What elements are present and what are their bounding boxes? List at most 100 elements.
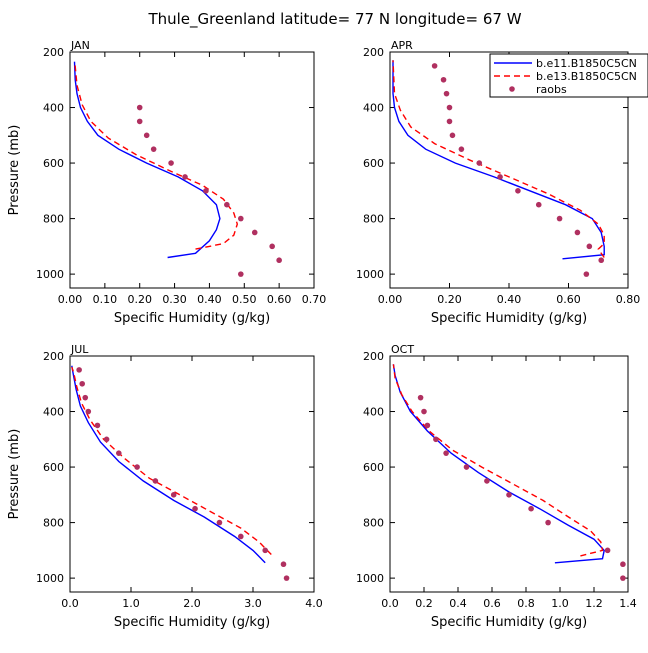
x-tick-label: 0.6	[483, 597, 501, 610]
plot-area	[392, 60, 605, 277]
plot-area	[392, 364, 626, 581]
plot-frame	[69, 355, 315, 593]
chart-panel-jul: 0.0 1.0 2.0 3.0 4.0 200 400 600 800 1000 JUL Specif…	[7, 343, 323, 630]
x-tick-label: 0.4	[449, 597, 467, 610]
raobs-point	[528, 505, 534, 512]
x-tick-label: 0.20	[127, 293, 152, 306]
y-tick-label: 800	[363, 517, 384, 530]
panel-label: JUL	[70, 343, 89, 356]
raobs-point	[134, 464, 140, 470]
raobs-point	[103, 436, 110, 443]
y-tick-label: 600	[43, 461, 64, 474]
x-tick-label: 0.40	[497, 293, 522, 306]
raobs-point	[143, 132, 150, 139]
x-tick-label: 0.60	[556, 293, 581, 306]
x-tick-label: 1.4	[619, 597, 637, 610]
raobs-point	[556, 215, 563, 222]
panel-label: JAN	[70, 39, 90, 52]
legend-swatch-dot	[509, 86, 515, 92]
raobs-point	[431, 63, 438, 69]
raobs-point	[238, 271, 244, 277]
raobs-point	[620, 575, 626, 581]
raobs-point	[458, 146, 465, 152]
raobs-point	[424, 422, 431, 429]
y-tick-label: 200	[43, 350, 64, 363]
raobs-point	[76, 367, 82, 373]
raobs-point	[484, 478, 490, 484]
raobs-point	[82, 394, 89, 401]
raobs-point	[170, 492, 177, 498]
panel-label: APR	[391, 39, 413, 52]
panel-label: OCT	[391, 343, 414, 356]
raobs-point	[506, 492, 512, 498]
x-tick-label: 4.0	[305, 597, 323, 610]
x-tick-label: 1.0	[551, 597, 569, 610]
raobs-point	[440, 76, 447, 83]
raobs-point	[152, 478, 159, 484]
series-line-b-e11-b1850c5cn	[392, 364, 605, 564]
x-axis-label: Specific Humidity (g/kg)	[114, 615, 270, 630]
raobs-point	[604, 547, 611, 554]
raobs-point	[421, 408, 427, 415]
raobs-point	[136, 118, 143, 125]
y-tick-label: 200	[363, 350, 384, 363]
raobs-point	[620, 561, 626, 568]
series-line-b-e13-b1850c5cn	[74, 63, 239, 250]
y-tick-label: 1000	[36, 268, 64, 281]
raobs-point	[85, 408, 92, 415]
raobs-point	[79, 380, 85, 387]
legend-label: raobs	[536, 83, 567, 96]
y-tick-label: 800	[363, 213, 384, 226]
raobs-point	[535, 201, 542, 208]
legend-label: b.e13.B1850C5CN	[536, 70, 637, 83]
x-axis-label: Specific Humidity (g/kg)	[114, 311, 270, 326]
plot-area	[73, 61, 282, 277]
series-line-b-e13-b1850c5cn	[71, 366, 272, 555]
y-axis-label: Pressure (mb)	[7, 429, 22, 520]
raobs-point	[433, 436, 439, 443]
y-axis-label: Pressure (mb)	[7, 125, 22, 216]
raobs-point	[443, 450, 449, 456]
series-line-b-e11-b1850c5cn	[392, 60, 605, 260]
x-tick-label: 0.30	[162, 293, 187, 306]
x-tick-label: 0.10	[93, 293, 118, 306]
raobs-point	[216, 519, 223, 526]
y-tick-label: 400	[43, 102, 64, 115]
y-tick-label: 400	[43, 406, 64, 419]
x-tick-label: 0.2	[415, 597, 433, 610]
raobs-point	[251, 229, 258, 236]
raobs-point	[545, 519, 551, 526]
plot-frame	[389, 355, 629, 593]
x-tick-label: 1.2	[585, 597, 603, 610]
y-tick-label: 600	[363, 157, 384, 170]
raobs-point	[94, 422, 101, 429]
chart-panel-oct: 0.0 0.2 0.4 0.6 0.8 1.0 1.2 1.4 200 400 600 800 1000…	[356, 343, 637, 630]
raobs-point	[443, 90, 450, 97]
raobs-point	[168, 160, 174, 166]
y-tick-label: 400	[363, 102, 384, 115]
x-axis-label: Specific Humidity (g/kg)	[431, 615, 587, 630]
raobs-point	[515, 188, 521, 194]
y-tick-label: 800	[43, 213, 64, 226]
y-tick-label: 200	[363, 46, 384, 59]
plot-area	[71, 365, 290, 581]
x-tick-label: 0.00	[58, 293, 83, 306]
raobs-point	[276, 257, 282, 264]
raobs-point	[280, 561, 287, 568]
raobs-point	[182, 174, 188, 180]
x-tick-label: 3.0	[244, 597, 262, 610]
y-tick-label: 600	[43, 157, 64, 170]
raobs-point	[136, 104, 143, 111]
y-tick-label: 1000	[36, 572, 64, 585]
raobs-point	[446, 118, 453, 125]
x-tick-label: 1.0	[122, 597, 140, 610]
raobs-point	[583, 271, 590, 277]
figure-title: Thule_Greenland latitude= 77 N longitude…	[147, 10, 521, 29]
y-tick-label: 1000	[356, 268, 384, 281]
raobs-point	[150, 146, 157, 152]
raobs-point	[497, 174, 503, 180]
x-tick-label: 2.0	[183, 597, 201, 610]
